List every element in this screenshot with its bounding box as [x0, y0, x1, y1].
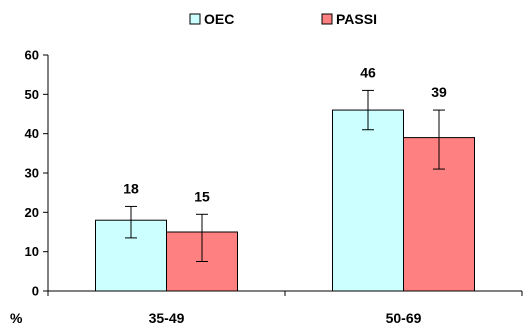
- y-tick-label: 40: [25, 126, 39, 141]
- y-tick-label: 0: [32, 284, 39, 299]
- legend-swatch-passi: [321, 13, 333, 25]
- data-label: 46: [360, 64, 376, 80]
- data-labels: 18 15 46 39: [123, 64, 447, 204]
- y-tick-label: 20: [25, 205, 39, 220]
- y-tick-label: 60: [25, 48, 39, 63]
- y-axis-label: %: [10, 310, 23, 326]
- y-tick-label: 10: [25, 244, 39, 259]
- legend-label-oec: OEC: [204, 11, 234, 27]
- x-tick-label: 35-49: [149, 310, 185, 326]
- legend: OEC PASSI: [189, 11, 377, 27]
- y-tick-label: 50: [25, 87, 39, 102]
- legend-label-passi: PASSI: [336, 11, 377, 27]
- data-label: 18: [123, 180, 139, 196]
- bars: [95, 89, 475, 292]
- x-tick-label: 50-69: [386, 310, 422, 326]
- data-label: 15: [194, 188, 210, 204]
- legend-swatch-oec: [189, 13, 201, 25]
- axes: 0 10 20 30 40 50 60 35-49 50-69%: [10, 48, 523, 326]
- data-label: 39: [431, 84, 447, 100]
- y-tick-label: 30: [25, 166, 39, 181]
- bar-oec-50-69: [332, 109, 404, 292]
